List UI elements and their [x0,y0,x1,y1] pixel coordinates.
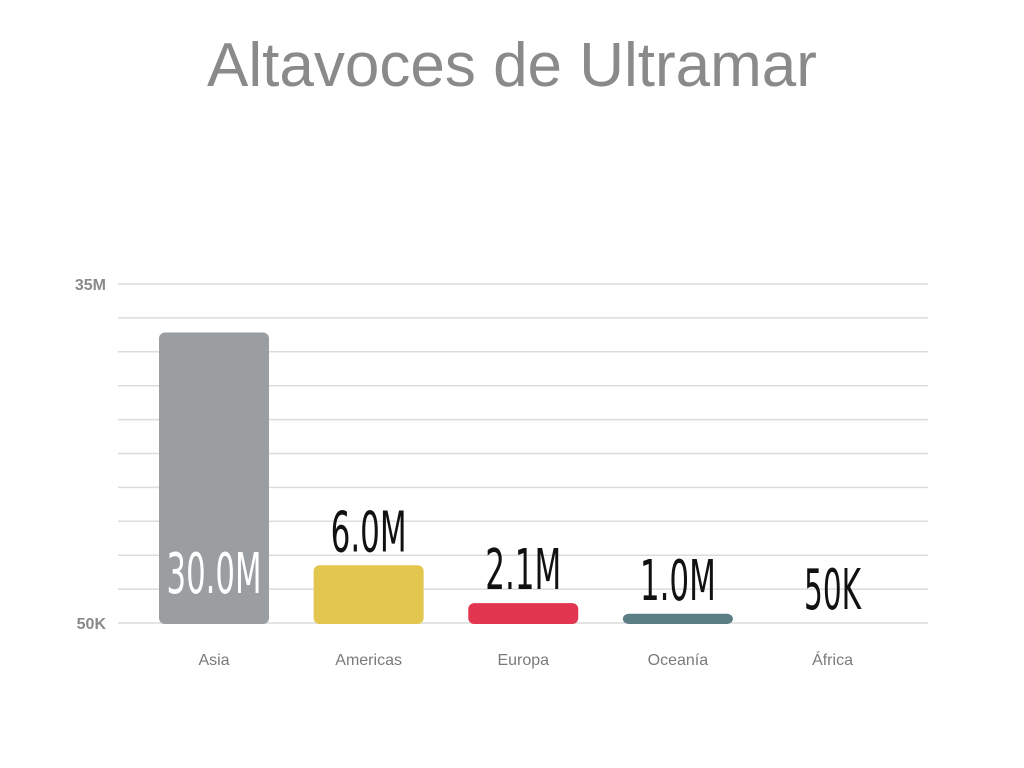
x-tick-label: Europa [497,652,549,669]
data-label: 1.0M [640,549,716,614]
y-axis-ticks: 50K 35M [75,277,107,633]
data-labels: 30.0M 6.0M 2.1M 1.0M 50K [167,500,863,623]
bar-asia [159,332,269,624]
y-tick-label: 50K [77,616,107,633]
chart-title: Altavoces de Ultramar [207,31,817,100]
x-tick-label: Oceanía [648,652,709,669]
y-tick-label: 35M [75,277,106,294]
x-axis-ticks: Asia Americas Europa Oceanía África [198,650,853,669]
bar-americas [313,565,424,624]
data-label: 30.0M [167,542,262,607]
data-label: 2.1M [485,538,561,603]
x-tick-label: Americas [335,652,402,669]
bar-europa [468,603,579,624]
x-tick-label: África [812,650,853,669]
x-tick-label: Asia [198,652,229,669]
bar-oceanía [622,613,733,624]
data-label: 50K [804,558,862,623]
data-label: 6.0M [331,500,407,565]
bars [159,332,733,624]
